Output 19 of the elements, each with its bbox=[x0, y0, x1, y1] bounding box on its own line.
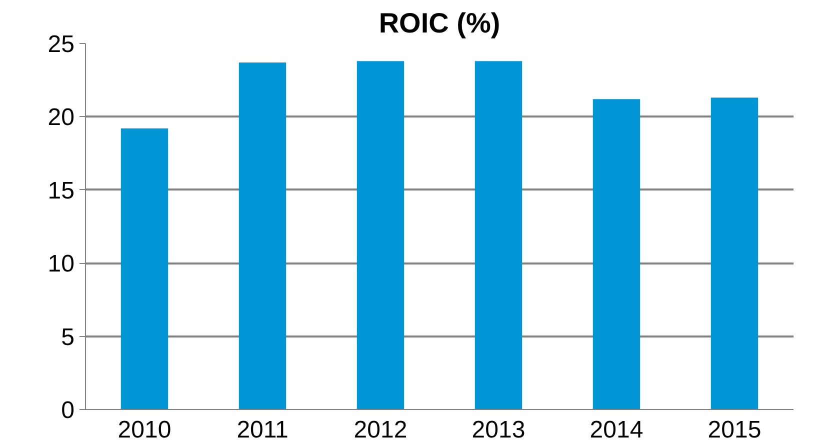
chart-title: ROIC (%) bbox=[378, 8, 500, 38]
bar bbox=[238, 62, 286, 410]
x-tick-label: 2011 bbox=[236, 416, 288, 442]
y-tick-label: 25 bbox=[48, 31, 75, 58]
y-tick-label: 10 bbox=[48, 250, 75, 278]
x-tick-label: 2012 bbox=[354, 416, 408, 442]
bar bbox=[592, 99, 640, 410]
y-tick-label: 15 bbox=[48, 177, 75, 204]
bar bbox=[710, 98, 758, 410]
x-tick-label: 2015 bbox=[708, 416, 762, 442]
bar bbox=[356, 61, 404, 410]
y-tick-label: 0 bbox=[61, 397, 75, 424]
bar bbox=[474, 61, 522, 410]
y-tick-label: 20 bbox=[48, 104, 75, 132]
x-tick-label: 2014 bbox=[590, 416, 644, 442]
x-tick-label: 2010 bbox=[118, 416, 172, 442]
y-tick-label: 5 bbox=[61, 324, 75, 351]
bar bbox=[120, 128, 168, 410]
x-tick-label: 2013 bbox=[472, 416, 526, 442]
